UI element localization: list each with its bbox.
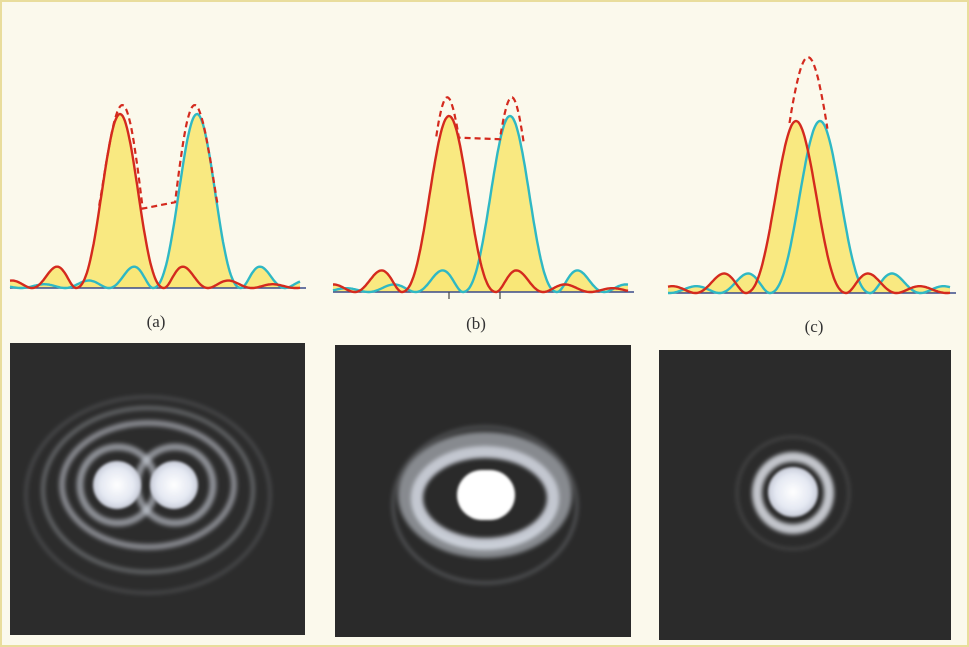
curve-combined-intensity xyxy=(435,96,525,143)
intensity-profile-b xyxy=(332,96,634,294)
curve-source-1 xyxy=(333,114,629,294)
intensity-profile-a xyxy=(9,103,306,290)
curve-source-2 xyxy=(332,114,629,294)
curve-combined-intensity xyxy=(98,103,219,210)
fill-area-source-2 xyxy=(668,121,950,293)
diffraction-photo-c xyxy=(659,350,951,640)
curve-source-1 xyxy=(667,119,951,295)
diffraction-photo-b xyxy=(335,345,631,637)
panel-label-a: (a) xyxy=(147,312,166,331)
fill-area-source-2 xyxy=(10,114,300,288)
curve-combined-intensity xyxy=(788,56,829,129)
fill-area-source-1 xyxy=(10,114,300,288)
curve-source-1 xyxy=(9,112,301,290)
diffraction-photo-a xyxy=(10,343,305,635)
intensity-profile-c xyxy=(667,56,956,295)
curve-source-2 xyxy=(668,119,951,295)
curve-source-2 xyxy=(9,112,301,290)
panel-label-b: (b) xyxy=(466,314,486,333)
panel-label-c: (c) xyxy=(805,317,824,336)
